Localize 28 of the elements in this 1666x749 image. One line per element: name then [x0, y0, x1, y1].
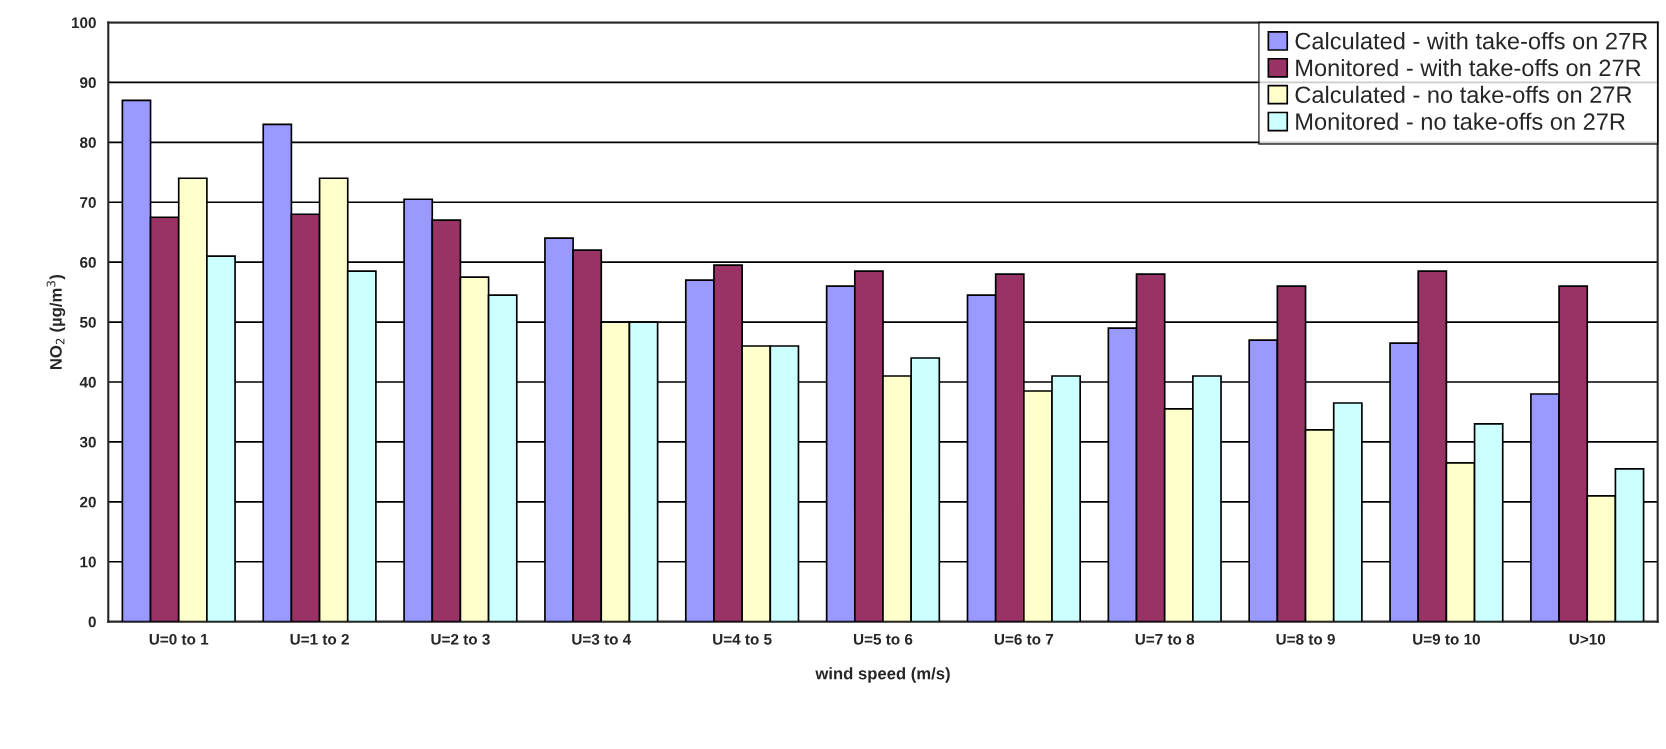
x-tick-label: U=1 to 2	[290, 633, 349, 645]
y-tick-label: 80	[79, 137, 96, 148]
y-tick-label: 40	[79, 376, 96, 388]
x-tick-label: U=2 to 3	[431, 633, 490, 645]
x-tick-label: U>10	[1569, 633, 1606, 645]
y-tick-label: 10	[80, 556, 96, 568]
y-tick-label: 70	[80, 197, 96, 208]
legend-label: Calculated - no take-offs on 27R	[1295, 85, 1632, 104]
y-tick-label: 0	[88, 616, 96, 628]
x-axis-title: wind speed (m/s)	[815, 667, 950, 683]
y-tick-label: 90	[80, 77, 96, 89]
x-tick-label: U=9 to 10	[1413, 633, 1480, 645]
y-tick-label: 30	[79, 436, 96, 448]
y-tick-label: 60	[80, 257, 96, 268]
x-tick-label: U=7 to 8	[1135, 633, 1195, 645]
x-tick-label: U=4 to 5	[713, 634, 772, 645]
legend-label: Monitored - no take-offs on 27R	[1296, 112, 1625, 130]
x-tick-label: U=0 to 1	[149, 633, 209, 645]
y-tick-label: 100	[71, 17, 96, 29]
x-tick-label: U=8 to 9	[1276, 633, 1335, 645]
y-tick-label: 50	[79, 316, 96, 328]
y-axis-title: NO$_{2}$ (µg/m$^{3}$)	[46, 274, 66, 370]
x-tick-label: U=6 to 7	[994, 633, 1054, 645]
y-tick-label: 20	[80, 496, 96, 508]
legend-label: Monitored - with take-offs on 27R	[1296, 58, 1641, 77]
legend-label: Calculated - with take-offs on 27R	[1295, 32, 1648, 50]
x-tick-label: U=3 to 4	[572, 633, 632, 645]
x-tick-label: U=5 to 6	[853, 633, 913, 645]
